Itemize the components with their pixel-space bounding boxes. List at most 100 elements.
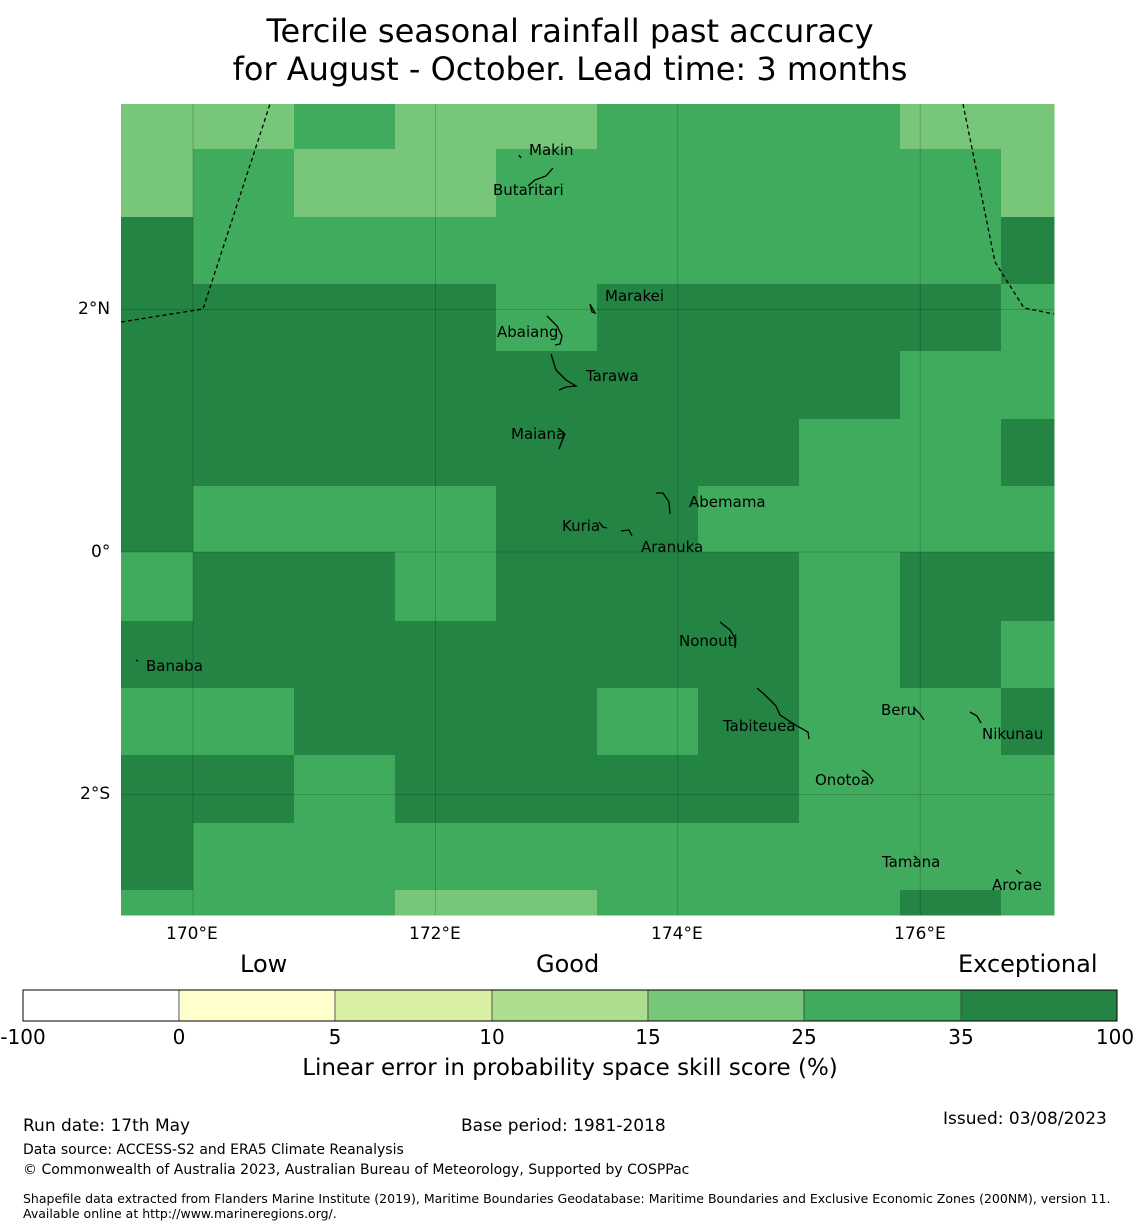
skill-cell [395,621,497,689]
colorbar-swatch [22,989,180,1022]
skill-cell [496,351,598,420]
skill-cell [698,688,800,756]
skill-cell [121,621,194,689]
place-label-nonouti: Nonouti [679,632,738,650]
place-label-banaba: Banaba [146,657,203,675]
skill-cell [193,688,295,756]
skill-cell [121,755,194,824]
skill-cell [698,552,800,622]
island-abemama [656,492,671,515]
skill-cell [799,486,901,553]
skill-cell [395,823,497,891]
place-label-kuria: Kuria [562,517,600,535]
skill-cell [294,149,396,218]
skill-cell [193,755,295,824]
skill-cell [294,621,396,689]
run-date: Run date: 17th May [23,1116,191,1136]
skill-cell [121,104,194,150]
map-title-line-1: Tercile seasonal rainfall past accuracy [266,12,874,50]
skill-cell [799,284,901,352]
skill-cell [496,552,598,622]
skill-cell [496,217,598,285]
map-title-line-2: for August - October. Lead time: 3 month… [232,50,908,88]
colorbar-swatch [647,989,805,1022]
colorbar-swatch [334,989,493,1022]
skill-cell [900,552,1002,622]
place-label-tarawa: Tarawa [585,367,639,385]
skill-cell [799,217,901,285]
skill-cell [294,284,396,352]
colorbar-frame [22,989,1118,1022]
lat-tick-2n: 2°N [78,299,111,319]
colorbar-tick: -100 [0,1025,46,1049]
lat-tick-0: 0° [91,542,111,562]
skill-cell [121,486,194,553]
colorbar-swatch [803,989,962,1022]
graticule [121,104,1054,915]
colorbar-label-exceptional: Exceptional [958,950,1098,978]
skill-cell [597,621,699,689]
skill-cell [294,890,396,916]
skill-cell [193,351,295,420]
skill-cell [597,755,699,824]
skill-cell [121,284,194,352]
skill-cell [698,890,800,916]
skill-cell [900,104,1002,150]
skill-cell [799,351,901,420]
skill-cell [496,688,598,756]
skill-cell [395,149,497,218]
island-onotoa [861,769,874,785]
skill-cell [395,552,497,622]
skill-cell [799,419,901,487]
island-beru [913,707,925,721]
skill-cell [294,755,396,824]
skill-cell [799,890,901,916]
skill-cell [121,890,194,916]
skill-cell [799,149,901,218]
place-label-abemama: Abemama [689,493,766,511]
colorbar-swatch [491,989,649,1022]
skill-cell [1001,890,1055,916]
skill-cell [193,552,295,622]
skill-cell [597,104,699,150]
skill-cell [900,621,1002,689]
colorbar-tick: 100 [1095,1025,1135,1049]
skill-cell [698,755,800,824]
skill-cell [193,890,295,916]
lon-tick-170: 170°E [166,924,218,944]
skill-cell [193,486,295,553]
island-outlines [135,154,1022,875]
island-tarawa [550,353,579,391]
place-label-arorae: Arorae [992,876,1042,894]
skill-cell [1001,755,1055,824]
skill-cell [900,149,1002,218]
skill-cell [496,419,598,487]
colorbar-label-good: Good [536,950,600,978]
island-makin [518,154,522,159]
shapefile-credit: Shapefile data extracted from Flanders M… [23,1191,1111,1221]
skill-cell [698,149,800,218]
skill-cell [900,217,1002,285]
skill-cell [395,419,497,487]
island-marakei [589,303,597,315]
skill-cell [900,351,1002,420]
skill-cell [294,419,396,487]
skill-cell [597,486,699,553]
place-label-tabiteuea: Tabiteuea [722,717,796,735]
skill-cell [395,104,497,150]
island-butaritari [527,167,554,187]
skill-cell [900,486,1002,553]
skill-cell [395,486,497,553]
island-aranuka [620,529,633,537]
skill-cell [900,755,1002,824]
skill-cell [121,552,194,622]
skill-cell [597,419,699,487]
base-period: Base period: 1981-2018 [461,1116,666,1136]
skill-cell [1001,104,1055,150]
skill-cell [193,823,295,891]
skill-cell [900,688,1002,756]
skill-cell [799,104,901,150]
skill-cell [597,552,699,622]
skill-cell [900,823,1002,891]
